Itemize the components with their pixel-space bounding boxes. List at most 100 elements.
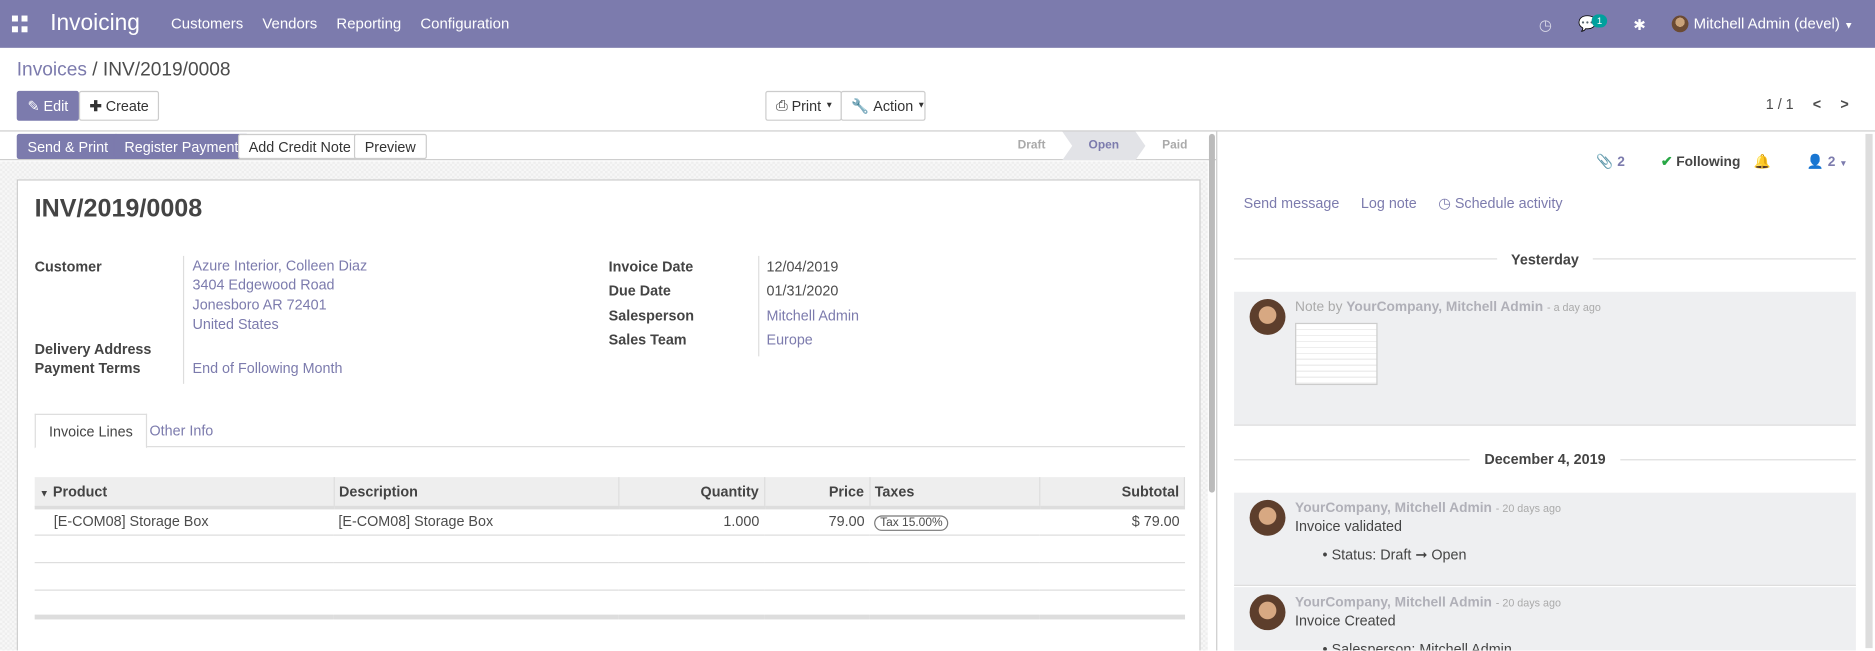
menu-configuration[interactable]: Configuration bbox=[420, 15, 510, 33]
following-button[interactable]: ✔ Following 🔔 bbox=[1661, 153, 1771, 170]
control-panel: Invoices / INV/2019/0008 ✎ Edit ✚ Create… bbox=[0, 48, 1875, 132]
pager-value[interactable]: 1 / 1 bbox=[1765, 95, 1794, 113]
create-button[interactable]: ✚ Create bbox=[78, 90, 160, 121]
previous-icon[interactable]: < bbox=[1812, 95, 1822, 113]
message-header: YourCompany, Mitchell Admin - 20 days ag… bbox=[1295, 501, 1561, 515]
message-header: YourCompany, Mitchell Admin - 20 days ag… bbox=[1295, 596, 1561, 610]
note-prefix: Note by bbox=[1295, 300, 1343, 315]
customer-field[interactable]: Azure Interior, Colleen Diaz 3404 Edgewo… bbox=[193, 256, 368, 334]
breadcrumb-current: INV/2019/0008 bbox=[102, 59, 231, 81]
date-label: December 4, 2019 bbox=[1469, 450, 1620, 468]
column-description[interactable]: Description bbox=[333, 477, 619, 509]
stage-draft[interactable]: Draft bbox=[1017, 138, 1046, 152]
message-author[interactable]: YourCompany, Mitchell Admin bbox=[1295, 501, 1492, 516]
action-label: Action bbox=[873, 97, 914, 115]
activity-clock-icon[interactable]: ◷ bbox=[1538, 16, 1552, 33]
stage-paid[interactable]: Paid bbox=[1162, 138, 1188, 152]
preview-button[interactable]: Preview bbox=[353, 133, 427, 160]
next-icon[interactable]: > bbox=[1840, 95, 1849, 113]
empty-row bbox=[34, 562, 1185, 591]
wrench-icon: 🔧 bbox=[851, 97, 870, 115]
add-credit-note-button[interactable]: Add Credit Note bbox=[237, 133, 362, 160]
form-scrollbar[interactable] bbox=[1208, 133, 1215, 493]
messages-icon[interactable]: 💬1 bbox=[1578, 13, 1607, 33]
tab-invoice-lines[interactable]: Invoice Lines bbox=[34, 413, 148, 449]
date-separator: December 4, 2019 bbox=[1219, 450, 1872, 468]
message-author[interactable]: YourCompany, Mitchell Admin bbox=[1346, 300, 1544, 315]
user-menu[interactable]: Mitchell Admin (devel) ▼ bbox=[1672, 15, 1853, 33]
print-button[interactable]: ⎙ Print ▼ bbox=[765, 90, 842, 121]
customer-street: 3404 Edgewood Road bbox=[192, 276, 335, 294]
menu-vendors[interactable]: Vendors bbox=[262, 15, 318, 33]
cell-price: 79.00 bbox=[764, 507, 870, 536]
column-product[interactable]: ▼ Product bbox=[34, 477, 335, 509]
salesperson-label: Salesperson bbox=[608, 307, 695, 325]
invoice-lines-table: ▼ Product Description Quantity Price Tax… bbox=[34, 477, 1186, 620]
app-name[interactable]: Invoicing bbox=[50, 10, 140, 36]
print-label: Print bbox=[791, 97, 822, 115]
chatter-actions: Send message Log note ◷ Schedule activit… bbox=[1244, 195, 1563, 212]
tab-other-info[interactable]: Other Info bbox=[149, 422, 214, 439]
payment-terms-value[interactable]: End of Following Month bbox=[192, 359, 343, 377]
chatter-scrollbar[interactable] bbox=[1865, 133, 1873, 649]
caret-down-icon: ▼ bbox=[1839, 160, 1848, 169]
sales-team-label: Sales Team bbox=[608, 331, 687, 348]
following-label: Following bbox=[1676, 155, 1741, 170]
salesperson-value[interactable]: Mitchell Admin bbox=[766, 307, 860, 325]
action-button[interactable]: 🔧 Action ▼ bbox=[840, 90, 926, 121]
author-avatar[interactable] bbox=[1249, 594, 1286, 631]
apps-menu-icon[interactable] bbox=[11, 15, 29, 33]
tax-badge: Tax 15.00% bbox=[874, 515, 949, 531]
message-time: - a day ago bbox=[1546, 301, 1601, 314]
tracking-text: Status: Draft ➞ Open bbox=[1331, 546, 1467, 564]
message-time: - 20 days ago bbox=[1495, 596, 1561, 609]
invoice-sheet: INV/2019/0008 Customer Azure Interior, C… bbox=[16, 179, 1201, 651]
followers-count: 2 bbox=[1827, 155, 1836, 170]
debug-bug-icon[interactable]: ✱ bbox=[1633, 16, 1646, 33]
send-print-button[interactable]: Send & Print bbox=[16, 133, 119, 160]
send-message-button[interactable]: Send message bbox=[1243, 194, 1340, 212]
sheet-background: INV/2019/0008 Customer Azure Interior, C… bbox=[0, 161, 1208, 651]
plus-icon: ✚ bbox=[89, 97, 102, 115]
tracking-value: • Status: Draft ➞ Open bbox=[1322, 546, 1467, 564]
due-date-value: 01/31/2020 bbox=[766, 282, 839, 299]
stage-open[interactable]: Open bbox=[1062, 131, 1146, 161]
message-author[interactable]: YourCompany, Mitchell Admin bbox=[1295, 595, 1492, 610]
attachment-thumbnail[interactable] bbox=[1295, 322, 1378, 386]
date-separator: Yesterday bbox=[1219, 251, 1872, 268]
sales-team-value[interactable]: Europe bbox=[766, 331, 813, 348]
caret-down-icon: ▼ bbox=[825, 101, 834, 111]
status-bar: Send & Print Register Payment Add Credit… bbox=[0, 131, 1217, 161]
chatter-message: YourCompany, Mitchell Admin - 20 days ag… bbox=[1234, 587, 1856, 651]
customer-city: Jonesboro AR 72401 bbox=[192, 296, 327, 313]
edit-button[interactable]: ✎ Edit bbox=[16, 90, 80, 121]
column-quantity[interactable]: Quantity bbox=[618, 477, 765, 509]
log-note-button[interactable]: Log note bbox=[1360, 194, 1417, 212]
menu-reporting[interactable]: Reporting bbox=[336, 15, 402, 33]
edit-label: Edit bbox=[43, 97, 69, 115]
divider bbox=[758, 255, 760, 357]
attachments-button[interactable]: 📎 2 bbox=[1596, 153, 1625, 170]
column-price[interactable]: Price bbox=[764, 477, 870, 509]
column-subtotal[interactable]: Subtotal bbox=[1039, 477, 1186, 509]
menu-customers[interactable]: Customers bbox=[170, 15, 244, 33]
tracking-value: • Salesperson: Mitchell Admin bbox=[1323, 641, 1512, 651]
pencil-icon: ✎ bbox=[27, 97, 40, 115]
cell-quantity: 1.000 bbox=[618, 507, 765, 536]
breadcrumb-invoices[interactable]: Invoices bbox=[16, 59, 87, 81]
schedule-label: Schedule activity bbox=[1454, 194, 1563, 212]
followers-button[interactable]: 👤 2 ▼ bbox=[1807, 153, 1848, 170]
register-payment-button[interactable]: Register Payment bbox=[113, 133, 250, 160]
attachments-count: 2 bbox=[1617, 155, 1625, 170]
schedule-activity-button[interactable]: ◷ Schedule activity bbox=[1438, 195, 1562, 212]
notebook-tabs: Invoice Lines Other Info bbox=[34, 413, 1186, 449]
divider bbox=[182, 255, 185, 384]
bell-icon[interactable]: 🔔 bbox=[1753, 155, 1771, 170]
invoice-title: INV/2019/0008 bbox=[34, 194, 203, 223]
caret-down-icon: ▼ bbox=[917, 101, 926, 111]
column-taxes[interactable]: Taxes bbox=[869, 477, 1040, 509]
chatter: 📎 2 ✔ Following 🔔 👤 2 ▼ Send message Log… bbox=[1219, 132, 1872, 651]
author-avatar[interactable] bbox=[1249, 298, 1286, 335]
table-row[interactable]: [E-COM08] Storage Box [E-COM08] Storage … bbox=[34, 507, 1185, 536]
author-avatar[interactable] bbox=[1249, 499, 1286, 536]
